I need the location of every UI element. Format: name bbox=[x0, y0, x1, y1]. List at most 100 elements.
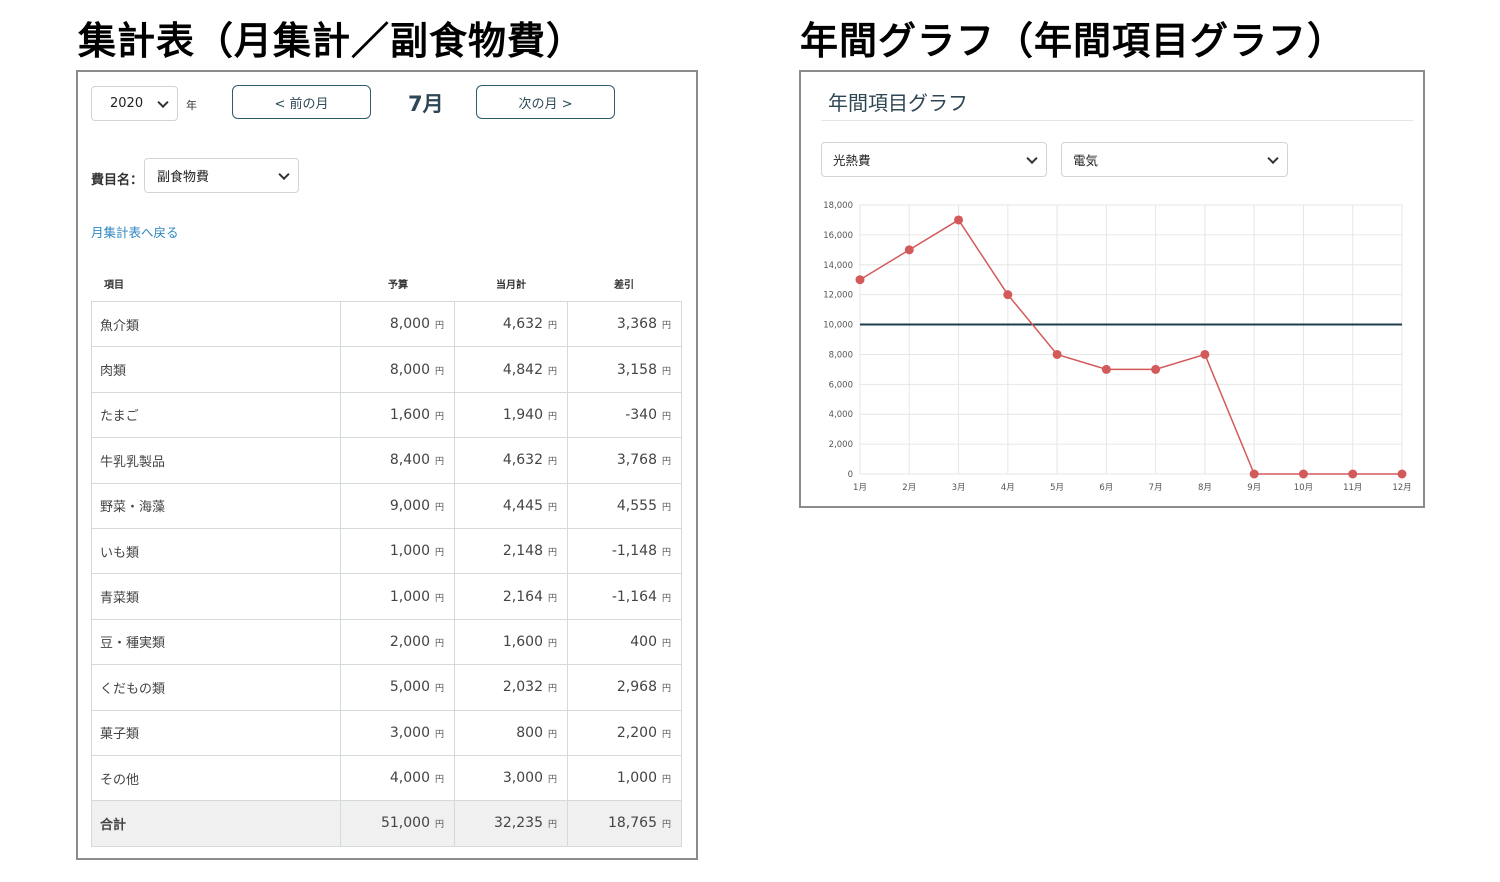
budget-cell: 8,000 円 bbox=[340, 346, 455, 393]
diff-cell: 3,768 円 bbox=[567, 437, 682, 484]
diff-cell: 400 円 bbox=[567, 618, 682, 666]
data-point bbox=[904, 245, 914, 255]
x-tick-label: 3月 bbox=[952, 483, 966, 493]
diff-value: 3,158 bbox=[616, 361, 657, 378]
diff-cell: 3,368 円 bbox=[567, 300, 682, 348]
table-row: その他 4,000 円 3,000 円 1,000 円 bbox=[91, 754, 682, 802]
budget-value: 9,000 bbox=[389, 497, 430, 514]
diff-cell: 2,968 円 bbox=[567, 664, 682, 711]
yen-unit: 円 bbox=[547, 366, 557, 377]
diff-value: -340 bbox=[625, 406, 657, 423]
y-tick-label: 2,000 bbox=[829, 440, 853, 450]
yen-unit: 円 bbox=[661, 820, 671, 831]
budget-value: 1,600 bbox=[389, 406, 430, 423]
budget-value: 8,000 bbox=[389, 316, 430, 333]
data-point bbox=[1052, 349, 1062, 359]
diff-cell: 3,158 円 bbox=[567, 346, 682, 393]
yen-unit: 円 bbox=[547, 820, 557, 831]
budget-cell: 2,000 円 bbox=[340, 618, 455, 666]
diff-value: 18,765 bbox=[607, 815, 657, 832]
back-to-monthly-link[interactable]: 月集計表へ戻る bbox=[91, 225, 179, 240]
plot-area bbox=[859, 204, 1403, 475]
actual-value: 2,032 bbox=[502, 679, 543, 696]
diff-value: 1,000 bbox=[616, 770, 657, 787]
expense-item-select[interactable]: 電気 bbox=[1061, 142, 1288, 177]
annual-graph-panel: 年間項目グラフ 光熱費 電気 0 2,000 4,000 6,000 8,000 10,0… bbox=[799, 70, 1425, 508]
budget-value: 8,400 bbox=[389, 452, 430, 469]
yen-unit: 円 bbox=[661, 502, 671, 513]
x-tick-label: 6月 bbox=[1099, 483, 1113, 493]
diff-value: -1,164 bbox=[611, 588, 657, 605]
chevron-down-icon bbox=[278, 168, 290, 180]
expense-category-select[interactable]: 光熱費 bbox=[821, 142, 1047, 177]
actual-value: 32,235 bbox=[493, 815, 543, 832]
data-point bbox=[954, 215, 964, 225]
yen-unit: 円 bbox=[434, 729, 444, 740]
category-select[interactable]: 副食物費 bbox=[144, 158, 299, 193]
x-tick-label: 4月 bbox=[1001, 483, 1015, 493]
yen-unit: 円 bbox=[661, 457, 671, 468]
year-select[interactable]: 2020 bbox=[91, 86, 178, 121]
actual-cell: 2,164 円 bbox=[454, 573, 568, 620]
table-row: 青菜類 1,000 円 2,164 円 -1,164 円 bbox=[91, 573, 682, 620]
actual-cell: 2,032 円 bbox=[454, 664, 568, 711]
y-tick-label: 4,000 bbox=[829, 410, 853, 420]
yen-unit: 円 bbox=[661, 638, 671, 649]
yen-unit: 円 bbox=[547, 502, 557, 513]
monthly-summary-panel: 2020 年 < 前の月 7月 次の月 > 費目名： 副食物費 月集計表へ戻る … bbox=[76, 70, 698, 860]
yen-unit: 円 bbox=[547, 411, 557, 422]
data-point bbox=[1348, 469, 1358, 479]
diff-value: 3,768 bbox=[616, 452, 657, 469]
budget-cell: 1,000 円 bbox=[340, 573, 455, 620]
actual-value: 4,632 bbox=[502, 316, 543, 333]
x-tick-label: 1月 bbox=[853, 483, 867, 493]
yen-unit: 円 bbox=[434, 411, 444, 422]
graph-title: 年間項目グラフ bbox=[828, 91, 968, 115]
y-tick-label: 14,000 bbox=[823, 261, 853, 271]
item-name-cell: くだもの類 bbox=[91, 664, 341, 711]
table-row: 牛乳乳製品 8,400 円 4,632 円 3,768 円 bbox=[91, 437, 682, 484]
budget-cell: 51,000 円 bbox=[340, 800, 455, 847]
actual-value: 800 bbox=[516, 724, 543, 741]
next-month-button[interactable]: 次の月 > bbox=[476, 85, 615, 119]
table-row: 豆・種実類 2,000 円 1,600 円 400 円 bbox=[91, 618, 682, 666]
table-row: いも類 1,000 円 2,148 円 -1,148 円 bbox=[91, 527, 682, 575]
data-point bbox=[1397, 469, 1407, 479]
yen-unit: 円 bbox=[661, 411, 671, 422]
series-line bbox=[859, 218, 1402, 475]
item-name-cell: その他 bbox=[91, 754, 341, 802]
budget-value: 4,000 bbox=[389, 770, 430, 787]
actual-value: 3,000 bbox=[502, 770, 543, 787]
diff-value: 2,200 bbox=[616, 724, 657, 741]
yen-unit: 円 bbox=[661, 593, 671, 604]
table-row: 菓子類 3,000 円 800 円 2,200 円 bbox=[91, 709, 682, 756]
yen-unit: 円 bbox=[547, 684, 557, 695]
total-row: 合計 51,000 円 32,235 円 18,765 円 bbox=[91, 800, 682, 847]
yen-unit: 円 bbox=[434, 502, 444, 513]
yen-unit: 円 bbox=[661, 366, 671, 377]
budget-cell: 4,000 円 bbox=[340, 754, 455, 802]
actual-value: 4,842 bbox=[502, 361, 543, 378]
prev-month-button[interactable]: < 前の月 bbox=[232, 85, 371, 119]
current-month-label: 7月 bbox=[408, 92, 444, 116]
diff-value: 400 bbox=[630, 633, 657, 650]
item-name-cell: 牛乳乳製品 bbox=[91, 437, 341, 484]
expense-category-value: 光熱費 bbox=[833, 153, 871, 168]
y-tick-label: 18,000 bbox=[823, 201, 853, 211]
y-tick-label: 12,000 bbox=[823, 291, 853, 301]
yen-unit: 円 bbox=[434, 820, 444, 831]
yen-unit: 円 bbox=[661, 729, 671, 740]
data-point bbox=[1101, 364, 1111, 374]
y-tick-label: 16,000 bbox=[823, 231, 853, 241]
yen-unit: 円 bbox=[434, 638, 444, 649]
actual-value: 4,445 bbox=[502, 497, 543, 514]
table-row: たまご 1,600 円 1,940 円 -340 円 bbox=[91, 391, 682, 439]
actual-value: 4,632 bbox=[502, 452, 543, 469]
budget-value: 5,000 bbox=[389, 679, 430, 696]
column-header-diff: 差引 bbox=[614, 280, 634, 291]
column-header-budget: 予算 bbox=[388, 280, 408, 291]
diff-value: 2,968 bbox=[616, 679, 657, 696]
actual-cell: 800 円 bbox=[454, 709, 568, 756]
diff-cell: -1,164 円 bbox=[567, 573, 682, 620]
yen-unit: 円 bbox=[434, 321, 444, 332]
